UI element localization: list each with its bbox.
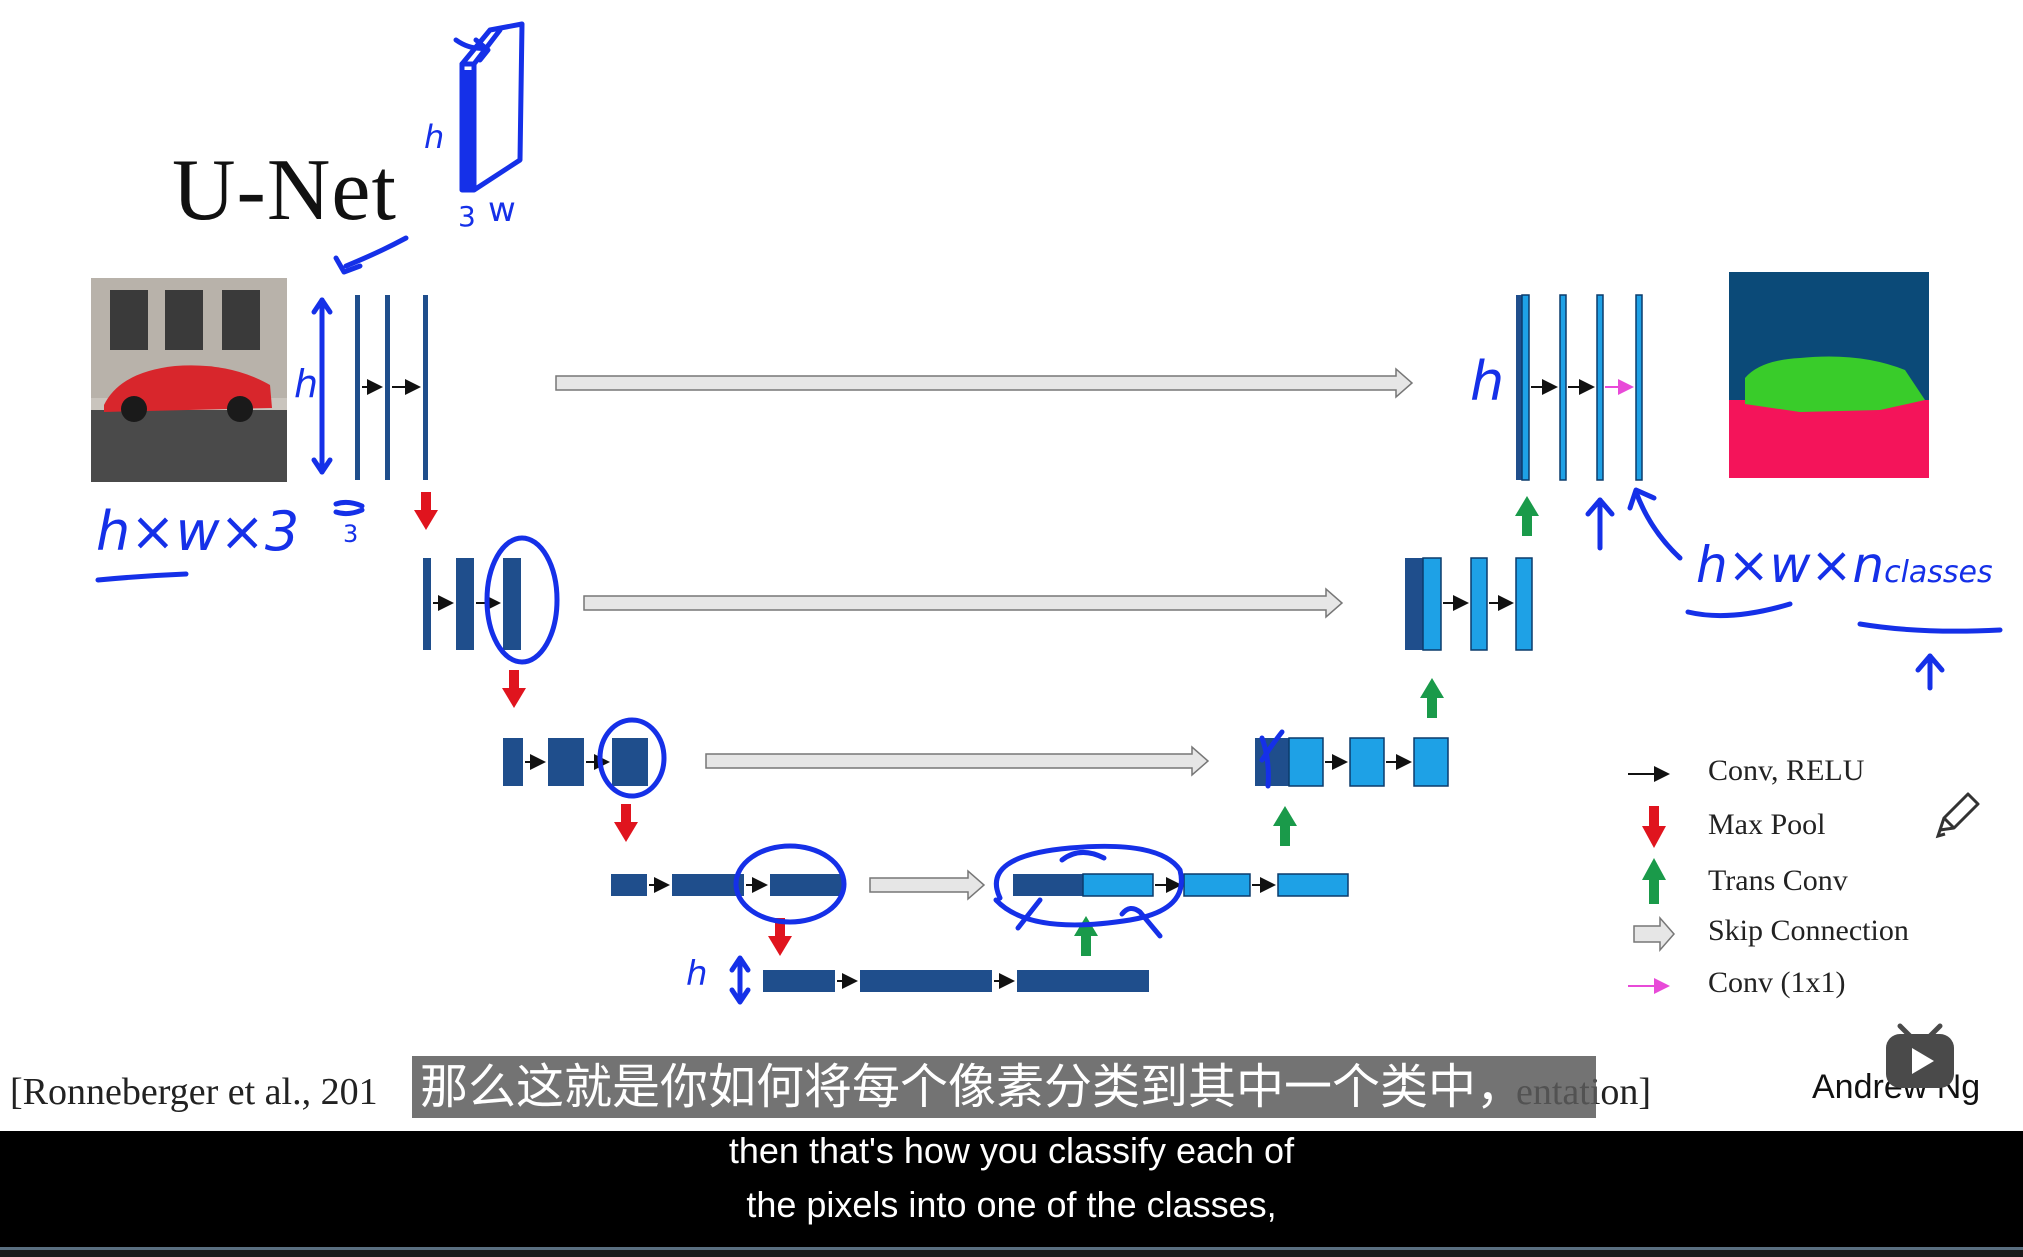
skip-connection-4: [869, 869, 986, 901]
legend-icons: [1628, 766, 1675, 994]
max-pool-arrow-3: [614, 804, 638, 842]
video-progress-track[interactable]: [0, 1247, 2023, 1257]
legend-label-conv-relu: Conv, RELU: [1708, 754, 1865, 787]
skip-connection-1: [555, 367, 1414, 399]
encoder-level-1: [355, 295, 428, 480]
decoder-level-2: [1405, 557, 1533, 651]
handwritten-annotations: [95, 21, 2003, 1005]
output-classes-subscript: classes: [1884, 555, 1993, 590]
decoder-level-4: [1013, 873, 1349, 897]
red-down-arrow-icon: [1642, 806, 1666, 848]
max-pool-arrow-4: [768, 918, 792, 956]
play-icon[interactable]: [1882, 1020, 1958, 1092]
legend-label-max-pool: Max Pool: [1708, 808, 1826, 841]
gray-skip-arrow-icon: [1633, 916, 1675, 952]
skip-connection-3: [705, 745, 1210, 777]
input-dimensions-label: h×w×3: [96, 500, 300, 563]
decoder-level-3: [1255, 737, 1449, 787]
slide-title: U-Net: [172, 142, 397, 239]
input-height-label: h: [294, 362, 319, 406]
input-channel-label: 3: [343, 520, 359, 548]
volume-3-label: 3: [458, 200, 476, 233]
output-height-label: h: [1470, 350, 1505, 413]
trans-conv-arrow-3: [1420, 678, 1444, 718]
subtitle-chinese: 那么这就是你如何将每个像素分类到其中一个类中，: [412, 1056, 1596, 1118]
output-n-text: n: [1852, 536, 1885, 594]
trans-conv-arrow-2: [1273, 806, 1297, 846]
bottleneck-height-label: h: [686, 954, 708, 994]
max-pool-arrow-1: [414, 492, 438, 530]
bottleneck-level: [763, 970, 1149, 992]
decoder-level-1: [1516, 294, 1643, 481]
citation-text: [Ronneberger et al., 201: [10, 1071, 378, 1113]
input-car-image: [91, 278, 287, 482]
subtitle-english-line-1: then that's how you classify each of: [728, 1130, 1295, 1171]
legend-label-conv-1x1: Conv (1x1): [1708, 966, 1846, 999]
subtitle-english-line-2: the pixels into one of the classes,: [746, 1184, 1277, 1225]
pencil-icon[interactable]: [1932, 790, 1982, 840]
encoder-level-4: [611, 874, 842, 896]
subtitle-bar: [0, 1131, 2023, 1247]
trans-conv-arrow-4: [1515, 496, 1539, 536]
output-hw-text: h×w×: [1696, 536, 1853, 594]
volume-w-label: w: [488, 190, 516, 230]
green-up-arrow-icon: [1642, 858, 1666, 904]
legend-label-trans-conv: Trans Conv: [1708, 864, 1848, 897]
legend-label-skip-connection: Skip Connection: [1708, 914, 1909, 947]
encoder-level-2: [423, 558, 521, 650]
skip-connection-2: [583, 587, 1344, 619]
encoder-level-3: [503, 738, 648, 786]
output-dimensions-label: h×w×nclasses: [1696, 536, 1993, 594]
max-pool-arrow-2: [502, 670, 526, 708]
segmentation-output-image: [1729, 272, 1929, 478]
volume-h-label: h: [424, 118, 445, 156]
